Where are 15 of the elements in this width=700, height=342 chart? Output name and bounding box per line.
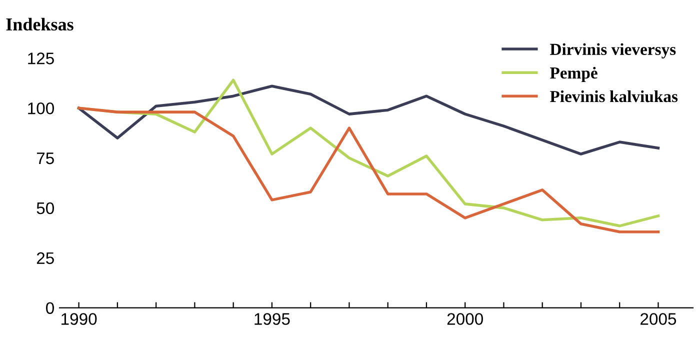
y-tick-label: 100 [28,102,54,114]
line-series [77,106,660,234]
y-tick-label: 25 [36,252,54,264]
x-tick-label: 2005 [640,313,676,325]
x-tick-label: 1990 [62,313,97,325]
y-tick-label: 75 [36,152,54,164]
y-tick-label: 0 [46,302,54,314]
x-tick-label: 2000 [447,313,483,325]
y-tick-label: 50 [36,202,54,214]
x-tick-label: 1995 [254,313,290,325]
y-tick-label: 125 [28,52,54,64]
legend-label: Dirvinis vieversys [550,43,676,58]
legend-label: Pievinis kalviukas [550,90,678,102]
y-axis-title: Indeksas [6,18,74,31]
legend-label: Pempė [550,66,598,82]
